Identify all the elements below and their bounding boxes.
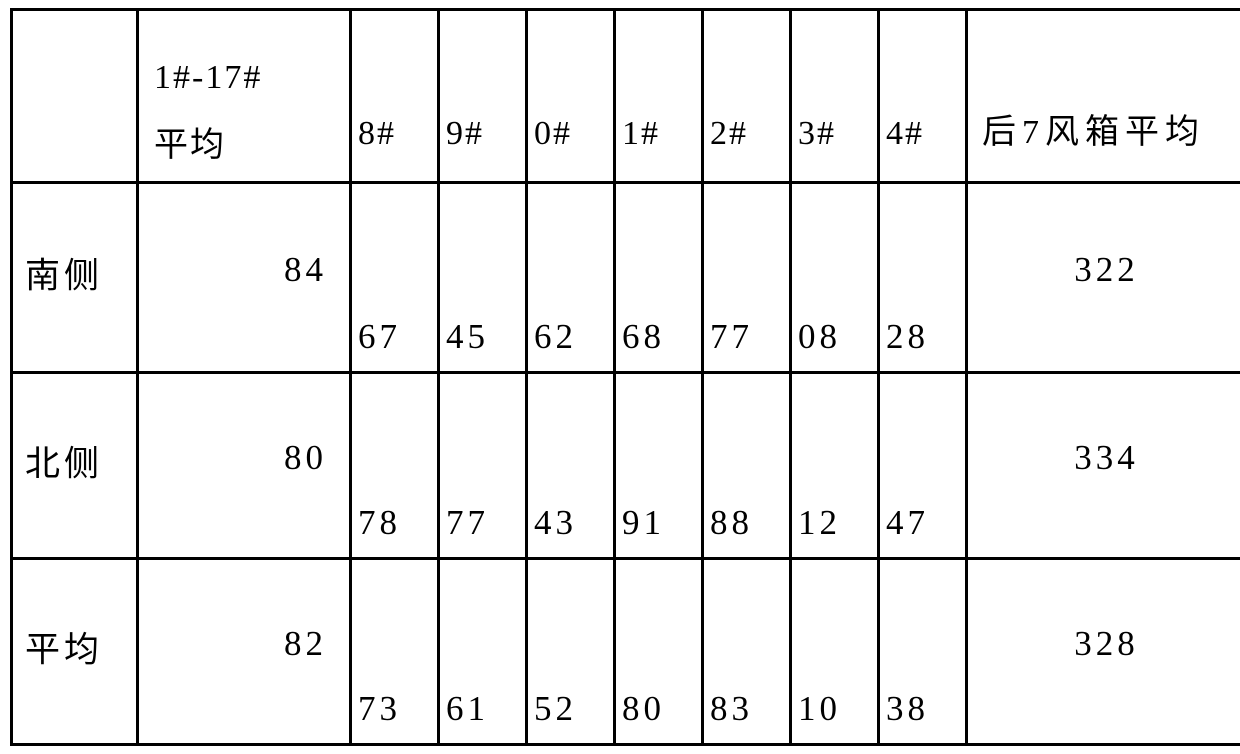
header-label: 9#	[446, 115, 484, 153]
cell-value: 61	[446, 689, 489, 729]
header-label: 2#	[710, 115, 748, 153]
header-cell-avg17: 1#-17# 平均	[138, 10, 351, 183]
cell-avg17: 84	[138, 183, 351, 373]
cell-value: 83	[710, 689, 753, 729]
table-row: 平均 82 73 61 52 80 83 10 38 328	[12, 559, 1240, 745]
header-cell-avg7: 后7风箱平均	[967, 10, 1240, 183]
cell-value: 68	[622, 317, 665, 357]
cell-avg7: 334	[967, 373, 1240, 559]
cell-value: 78	[358, 503, 401, 543]
header-label: 3#	[798, 115, 836, 153]
cell-value: 334	[968, 438, 1240, 478]
header-label: 4#	[886, 115, 924, 153]
header-label-avg7: 后7风箱平均	[982, 104, 1205, 153]
cell-value: 84	[284, 250, 327, 290]
cell-value: 62	[534, 317, 577, 357]
header-label: 1#	[622, 115, 660, 153]
cell-value: 77	[446, 503, 489, 543]
header-cell-4: 4#	[879, 10, 967, 183]
cell: 77	[439, 373, 527, 559]
cell: 67	[351, 183, 439, 373]
table-row: 南侧 84 67 45 62 68 77 08 28 322	[12, 183, 1240, 373]
header-cell-3: 3#	[791, 10, 879, 183]
cell-value: 08	[798, 317, 841, 357]
cell: 45	[439, 183, 527, 373]
header-cell-8: 8#	[351, 10, 439, 183]
cell-value: 52	[534, 689, 577, 729]
row-label: 南侧	[25, 247, 103, 298]
cell: 83	[703, 559, 791, 745]
row-label: 平均	[25, 621, 103, 672]
cell: 77	[703, 183, 791, 373]
cell-value: 77	[710, 317, 753, 357]
cell-avg17: 82	[138, 559, 351, 745]
table-header-row: 1#-17# 平均 8# 9# 0# 1# 2# 3# 4# 后7风箱平均	[12, 10, 1240, 183]
cell: 38	[879, 559, 967, 745]
table-container: 1#-17# 平均 8# 9# 0# 1# 2# 3# 4# 后7风箱平均 南侧…	[0, 0, 1240, 754]
row-label-cell: 平均	[12, 559, 138, 745]
cell-value: 12	[798, 503, 841, 543]
cell: 28	[879, 183, 967, 373]
cell-value: 82	[284, 624, 327, 664]
cell: 43	[527, 373, 615, 559]
cell-value: 47	[886, 503, 929, 543]
cell: 68	[615, 183, 703, 373]
cell-value: 45	[446, 317, 489, 357]
cell-value: 88	[710, 503, 753, 543]
data-table: 1#-17# 平均 8# 9# 0# 1# 2# 3# 4# 后7风箱平均 南侧…	[10, 8, 1240, 746]
cell-value: 328	[968, 624, 1240, 664]
cell-value: 38	[886, 689, 929, 729]
cell: 47	[879, 373, 967, 559]
row-label-cell: 北侧	[12, 373, 138, 559]
cell-value: 322	[968, 250, 1240, 290]
cell-value: 73	[358, 689, 401, 729]
header-cell-1: 1#	[615, 10, 703, 183]
cell: 73	[351, 559, 439, 745]
row-label-cell: 南侧	[12, 183, 138, 373]
cell: 88	[703, 373, 791, 559]
header-cell-2: 2#	[703, 10, 791, 183]
header-cell-blank	[12, 10, 138, 183]
header-label: 0#	[534, 115, 572, 153]
cell: 91	[615, 373, 703, 559]
header-label-avg17: 1#-17# 平均	[140, 12, 348, 180]
table-row: 北侧 80 78 77 43 91 88 12 47 334	[12, 373, 1240, 559]
cell: 78	[351, 373, 439, 559]
cell: 62	[527, 183, 615, 373]
header-cell-9: 9#	[439, 10, 527, 183]
row-label: 北侧	[25, 435, 103, 486]
cell: 52	[527, 559, 615, 745]
cell-value: 28	[886, 317, 929, 357]
cell: 12	[791, 373, 879, 559]
cell: 61	[439, 559, 527, 745]
cell-value: 91	[622, 503, 665, 543]
cell-avg7: 322	[967, 183, 1240, 373]
cell-value: 67	[358, 317, 401, 357]
header-cell-0: 0#	[527, 10, 615, 183]
cell-value: 43	[534, 503, 577, 543]
cell-value: 10	[798, 689, 841, 729]
cell-value: 80	[284, 438, 327, 478]
cell: 08	[791, 183, 879, 373]
cell: 10	[791, 559, 879, 745]
cell-value: 80	[622, 689, 665, 729]
cell: 80	[615, 559, 703, 745]
cell-avg17: 80	[138, 373, 351, 559]
header-label: 8#	[358, 115, 396, 153]
cell-avg7: 328	[967, 559, 1240, 745]
